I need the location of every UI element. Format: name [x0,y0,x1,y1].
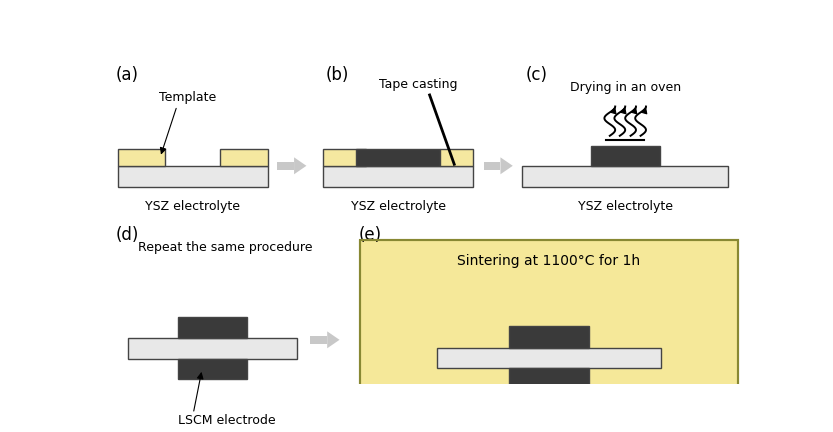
Text: Repeat the same procedure: Repeat the same procedure [138,241,313,254]
Bar [361,240,737,432]
Bar [508,326,590,348]
Text: Drying in an oven: Drying in an oven [570,81,681,94]
Bar [177,359,247,379]
Text: YSZ electrolyte: YSZ electrolyte [578,200,673,213]
Bar [277,162,294,170]
Bar [508,368,590,389]
Text: (e): (e) [359,226,382,244]
Bar [522,166,728,187]
Bar [117,166,268,187]
Text: YSZ electrolyte: YSZ electrolyte [145,200,241,213]
Bar [356,149,441,166]
Bar [323,149,366,166]
Text: Template: Template [158,91,216,104]
Text: LSCM electrode: LSCM electrode [177,414,276,427]
Text: (a): (a) [116,66,138,84]
Bar [117,149,166,166]
Bar [323,166,473,187]
Bar [437,348,661,368]
Text: (d): (d) [116,226,139,244]
Bar [483,162,501,170]
Bar [220,149,268,166]
Polygon shape [294,157,307,174]
Bar [127,337,297,359]
Bar [591,146,660,166]
Polygon shape [327,331,340,348]
Text: Sintering at 1100°C for 1h: Sintering at 1100°C for 1h [457,254,641,268]
Text: (b): (b) [326,66,349,84]
Text: YSZ electrolyte: YSZ electrolyte [351,200,446,213]
Text: Tape casting: Tape casting [379,78,457,91]
Polygon shape [501,157,513,174]
Text: (c): (c) [526,66,548,84]
Bar [361,240,737,432]
Bar [441,149,473,166]
Bar [177,318,247,337]
Bar [310,336,327,344]
